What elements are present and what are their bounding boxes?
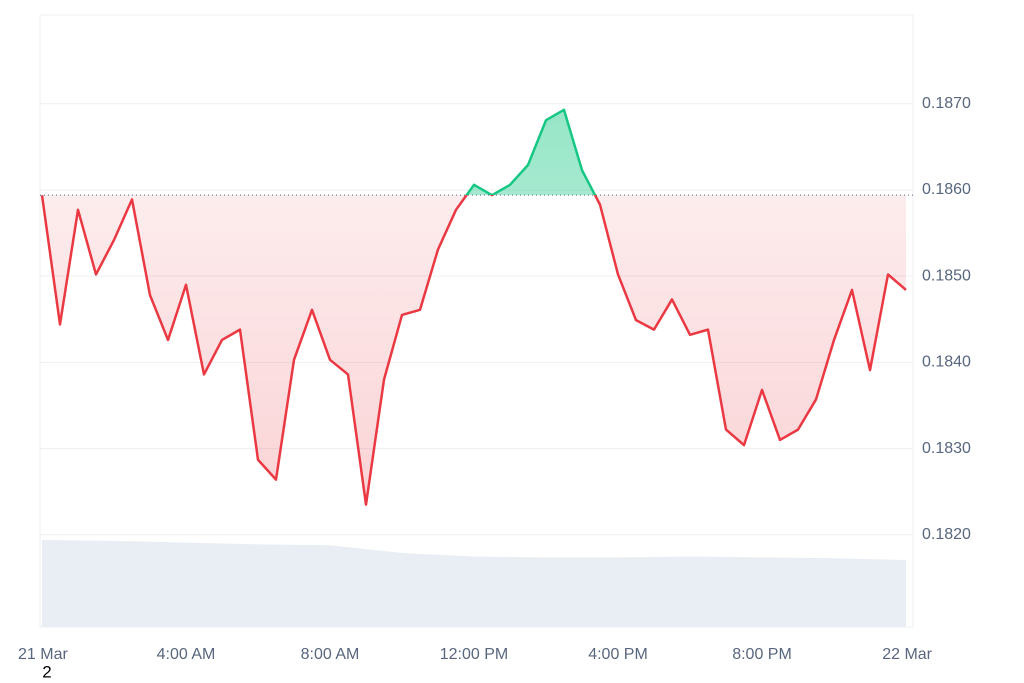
price-line-down: [40, 195, 907, 506]
price-line-up: [41, 108, 597, 196]
y-tick-label: 0.1830: [922, 440, 971, 457]
x-tick-label: 21 Mar: [18, 646, 68, 663]
footnote: 2: [42, 662, 51, 681]
area-below: [42, 195, 906, 505]
y-tick-label: 0.1860: [922, 181, 971, 198]
y-tick-label: 0.1820: [922, 526, 971, 543]
y-tick-label: 0.1850: [922, 267, 971, 284]
y-tick-label: 0.1870: [922, 95, 971, 112]
x-tick-label: 12:00 PM: [440, 646, 508, 663]
x-tick-label: 22 Mar: [882, 646, 932, 663]
x-tick-label: 4:00 AM: [157, 646, 216, 663]
volume-area: [42, 540, 906, 627]
y-tick-label: 0.1840: [922, 354, 971, 371]
x-tick-label: 4:00 PM: [588, 646, 648, 663]
x-tick-label: 8:00 AM: [301, 646, 360, 663]
x-tick-label: 8:00 PM: [732, 646, 792, 663]
